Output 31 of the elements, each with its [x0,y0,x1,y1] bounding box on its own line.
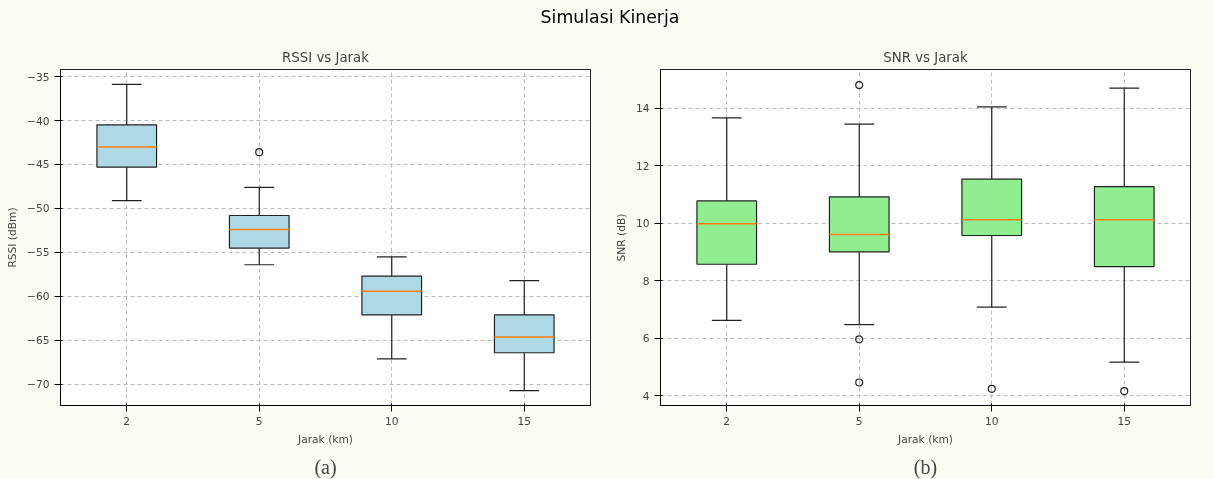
x-tick-label: 5 [255,414,263,428]
text: (a) [314,455,337,479]
y-tick-label: 12 [635,159,650,173]
y-tick-label: 10 [635,217,650,231]
y-tick-label: −65 [27,334,50,348]
x-axis-title: Jarak (km) [897,432,954,446]
y-tick-label: −70 [27,378,50,392]
y-tick-label: −55 [27,246,50,260]
x-tick-label: 10 [384,414,399,428]
y-tick-label: 8 [642,274,650,288]
chart-title: RSSI vs Jarak [282,49,370,65]
y-tick-label: −50 [27,202,50,216]
y-tick-label: 6 [642,332,650,346]
x-tick-label: 15 [1117,414,1132,428]
x-tick-label: 15 [517,414,532,428]
y-tick-label: −40 [27,114,50,128]
chart-title: SNR vs Jarak [883,49,969,65]
y-tick-label: −35 [27,70,50,84]
y-tick-label: −45 [27,158,50,172]
y-axis-title: SNR (dB) [614,213,628,262]
y-tick-label: −60 [27,290,50,304]
y-tick-label: 14 [635,102,650,116]
x-axis-title: Jarak (km) [297,432,354,446]
x-tick-label: 2 [723,414,731,428]
x-tick-label: 5 [855,414,863,428]
x-tick-label: 2 [123,414,131,428]
y-axis-title: RSSI (dBm) [6,207,20,268]
x-tick-label: 10 [984,414,999,428]
text: (b) [913,455,938,479]
y-tick-label: 4 [642,389,650,403]
text: Simulasi Kinerja [540,6,680,29]
